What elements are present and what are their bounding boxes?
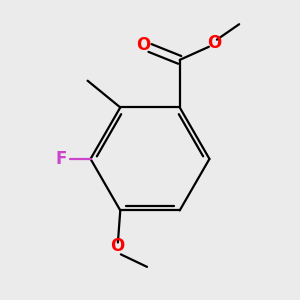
Text: O: O [207,34,221,52]
Text: O: O [110,237,124,255]
Text: F: F [56,150,67,168]
Text: O: O [136,36,151,54]
